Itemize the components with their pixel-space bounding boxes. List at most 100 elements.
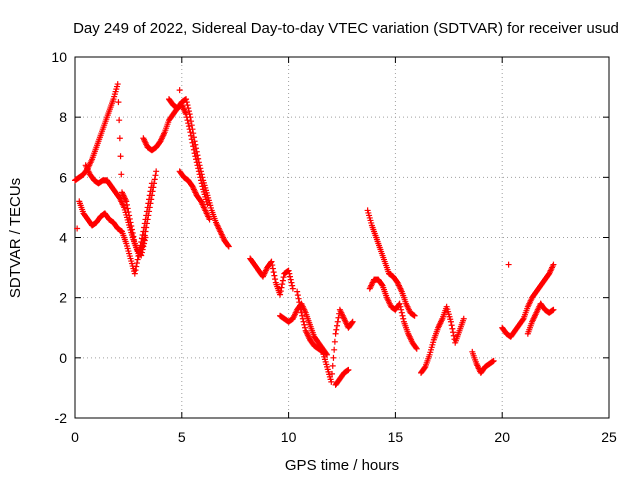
data-point <box>138 249 145 256</box>
data-point <box>411 312 418 319</box>
data-point <box>334 318 341 325</box>
data-point <box>297 306 304 313</box>
data-point <box>331 338 338 345</box>
data-point <box>268 258 275 265</box>
data-point <box>153 168 160 175</box>
x-tick-label: 5 <box>178 429 186 445</box>
data-point <box>74 225 81 232</box>
data-point <box>117 153 124 160</box>
x-tick-label: 10 <box>281 429 297 445</box>
data-point <box>116 117 123 124</box>
data-point <box>185 123 192 130</box>
data-point <box>141 240 148 247</box>
data-point <box>118 171 125 178</box>
data-point <box>285 267 292 274</box>
data-point <box>378 281 385 288</box>
data-point <box>140 243 147 250</box>
data-point <box>286 270 293 277</box>
data-point <box>116 135 123 142</box>
data-point <box>191 138 198 145</box>
data-point <box>151 176 158 183</box>
data-point <box>299 315 306 322</box>
data-point <box>301 324 308 331</box>
x-tick-label: 20 <box>494 429 510 445</box>
data-point <box>144 204 151 211</box>
data-point <box>400 315 407 322</box>
data-point <box>139 246 146 253</box>
data-point <box>294 292 301 299</box>
data-point <box>115 99 122 106</box>
x-axis-label: GPS time / hours <box>285 457 399 474</box>
data-point <box>142 216 149 223</box>
chart-title: Day 249 of 2022, Sidereal Day-to-day VTE… <box>73 20 619 37</box>
data-point <box>279 277 286 284</box>
data-point <box>141 224 148 231</box>
y-tick-label: 4 <box>59 230 67 246</box>
data-point <box>193 145 200 152</box>
data-point <box>295 295 302 302</box>
data-point <box>183 96 190 103</box>
data-point <box>331 346 338 353</box>
data-point <box>299 312 306 319</box>
data-point <box>184 117 191 124</box>
data-point <box>133 260 140 267</box>
data-point <box>188 118 195 125</box>
data-point <box>550 261 557 268</box>
data-point <box>448 322 455 329</box>
data-point <box>296 302 303 309</box>
data-point <box>300 318 307 325</box>
data-point <box>146 192 153 199</box>
grid <box>75 57 609 418</box>
data-point <box>288 279 295 286</box>
data-point <box>132 267 139 274</box>
data-point <box>145 200 152 207</box>
data-point <box>184 102 191 109</box>
data-point <box>289 282 296 289</box>
data-point <box>287 276 294 283</box>
data-point <box>114 81 121 88</box>
data-point <box>279 281 286 288</box>
data-point <box>134 256 141 263</box>
data-point <box>141 237 148 244</box>
data-point <box>199 174 206 181</box>
data-point <box>141 220 148 227</box>
data-point <box>398 306 405 313</box>
x-tick-label: 25 <box>601 429 617 445</box>
data-point <box>447 318 454 325</box>
data-point <box>140 228 147 235</box>
data-point <box>332 330 339 337</box>
data-point <box>270 269 277 276</box>
data-point <box>148 180 155 187</box>
data-point <box>198 171 205 178</box>
data-point <box>142 234 149 241</box>
data-point <box>398 309 405 316</box>
data-point <box>449 325 456 332</box>
data-point <box>197 165 204 172</box>
y-tick-label: 0 <box>59 350 67 366</box>
data-point <box>187 114 194 121</box>
data-point <box>550 306 557 313</box>
data-point <box>450 332 457 339</box>
data-point <box>147 188 154 195</box>
data-point <box>413 345 420 352</box>
data-point <box>195 155 202 162</box>
data-point <box>280 274 287 281</box>
data-point <box>152 172 159 179</box>
data-point <box>490 357 497 364</box>
data-point <box>143 208 150 215</box>
data-point <box>185 108 192 115</box>
data-point <box>225 242 232 249</box>
data-points <box>72 81 557 388</box>
data-point <box>195 159 202 166</box>
data-point <box>186 111 193 118</box>
data-point <box>277 291 284 298</box>
data-point <box>298 309 305 316</box>
data-point <box>193 148 200 155</box>
y-tick-label: -2 <box>55 410 68 426</box>
data-point <box>328 378 335 385</box>
data-point <box>301 321 308 328</box>
x-tick-label: 0 <box>71 429 79 445</box>
data-point <box>198 168 205 175</box>
data-point <box>143 212 150 219</box>
